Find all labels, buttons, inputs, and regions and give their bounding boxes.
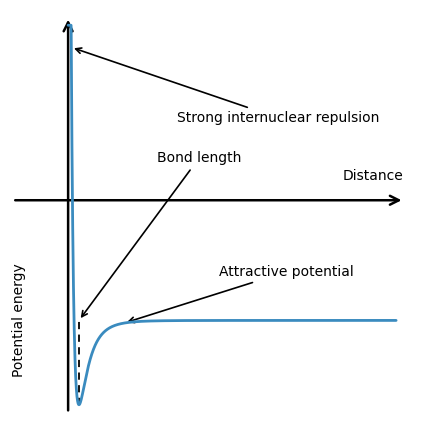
Text: Distance: Distance [343,169,404,183]
Text: Attractive potential: Attractive potential [129,265,353,322]
Text: Strong internuclear repulsion: Strong internuclear repulsion [76,48,380,125]
Text: Bond length: Bond length [82,151,241,316]
Text: Potential energy: Potential energy [12,264,26,377]
